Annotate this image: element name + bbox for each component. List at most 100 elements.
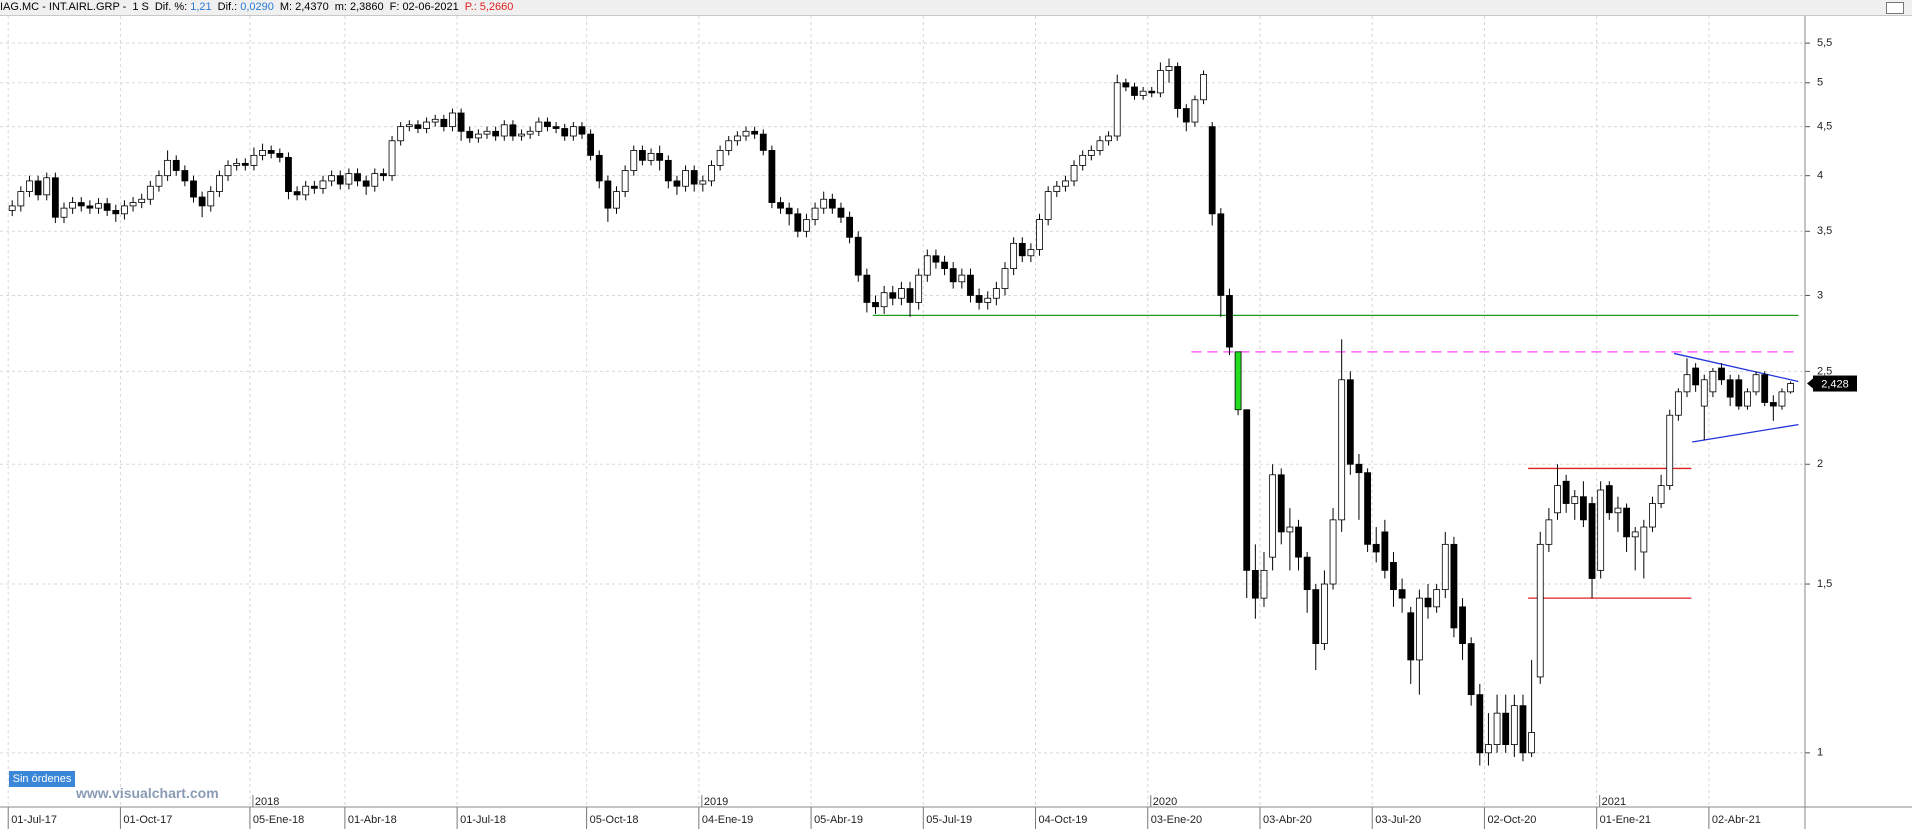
window-button[interactable] — [1886, 2, 1904, 14]
candle-body — [1510, 705, 1518, 745]
candle-body — [1174, 66, 1182, 109]
candle-body — [1062, 180, 1069, 187]
x-tick-label: 05-Ene-18 — [253, 814, 304, 826]
candle-body — [86, 205, 94, 209]
field-label: P.: — [464, 1, 477, 13]
candle-body — [733, 135, 741, 142]
candle-body — [820, 198, 828, 209]
orders-button[interactable]: Sin órdenes — [9, 771, 75, 787]
candle-body — [466, 130, 474, 139]
candle-body — [1372, 543, 1380, 553]
candle-body — [397, 126, 405, 142]
candle-body — [1053, 185, 1061, 192]
watermark: www.visualchart.com — [76, 785, 219, 801]
candle-body — [1528, 732, 1536, 754]
candle-body — [1018, 242, 1026, 257]
candle-body — [1467, 643, 1475, 696]
candle-body — [224, 165, 232, 177]
x-tick-label: 05-Oct-18 — [590, 814, 639, 826]
candle-body — [647, 152, 655, 161]
candle-body — [380, 173, 387, 177]
candle-body — [423, 121, 430, 129]
x-tick-label: 05-Jul-19 — [926, 814, 972, 826]
candle-body — [302, 185, 310, 196]
candle-body — [8, 205, 16, 211]
candle-body — [1087, 150, 1095, 156]
candle-body — [172, 159, 180, 171]
candle-body — [595, 154, 603, 182]
candle-body — [241, 162, 249, 166]
y-tick-label: 4 — [1817, 170, 1823, 182]
field-value: 02-06-2021 — [402, 1, 459, 13]
candle-body — [742, 130, 750, 137]
candle-body — [915, 274, 923, 303]
x-tick-label: 01-Oct-17 — [123, 814, 172, 826]
candle-body — [1649, 503, 1656, 528]
x-tick-label: 04-Ene-19 — [702, 814, 753, 826]
candle-body — [872, 302, 879, 308]
candle-body — [949, 268, 957, 283]
field-value: 1,21 — [190, 1, 212, 13]
candle-body — [492, 130, 500, 137]
candle-body — [682, 170, 689, 187]
candle-body — [526, 130, 534, 135]
candle-body — [1519, 705, 1527, 754]
candle-body — [1398, 589, 1406, 599]
candle-body — [155, 175, 163, 187]
candle-body — [1597, 489, 1605, 571]
candle-body — [1554, 485, 1561, 514]
candle-body — [1010, 242, 1018, 269]
candle-body — [414, 124, 422, 129]
candle-body — [1139, 90, 1147, 96]
x-tick-label: 03-Abr-20 — [1263, 814, 1312, 826]
candle-body — [17, 191, 25, 207]
y-tick-label: 3 — [1817, 289, 1823, 301]
candle-body — [1036, 219, 1043, 250]
candle-body — [1122, 82, 1130, 88]
candle-body — [699, 180, 707, 185]
x-tick-label: 03-Ene-20 — [1151, 814, 1202, 826]
candle-body — [95, 203, 102, 209]
candle-body — [233, 162, 241, 166]
candle-body — [1735, 379, 1743, 407]
candle-body — [544, 121, 551, 128]
candle-body — [1787, 383, 1794, 393]
candle-body — [388, 140, 396, 177]
candle-body — [1744, 391, 1751, 407]
year-label: 2019 — [704, 796, 728, 808]
candle-body — [60, 207, 68, 218]
period: 1 S — [132, 1, 149, 13]
candle-body — [552, 126, 560, 129]
candle-body — [440, 118, 448, 128]
candle-body — [1105, 135, 1112, 142]
x-tick-label: 01-Abr-18 — [348, 814, 397, 826]
symbol: IAG.MC - INT.AIRL.GRP - — [0, 1, 127, 13]
candle-body — [215, 175, 223, 192]
candle-body — [1148, 90, 1156, 94]
field-value: 0,0290 — [240, 1, 274, 13]
x-tick-label: 04-Oct-19 — [1039, 814, 1088, 826]
candle-body — [181, 170, 189, 182]
candle-body — [1200, 74, 1207, 101]
candle-body — [345, 173, 353, 185]
candle-body — [1156, 70, 1164, 94]
x-tick-label: 01-Ene-21 — [1600, 814, 1651, 826]
candle-body — [1683, 374, 1691, 393]
candle-body — [354, 173, 361, 182]
candle-body — [828, 198, 836, 209]
candle-body — [984, 297, 992, 303]
candle-body — [1251, 569, 1259, 599]
candle-body — [1485, 744, 1492, 754]
candle-body — [285, 156, 292, 192]
candle-body — [932, 255, 940, 263]
candle-body — [371, 173, 379, 187]
candle-body — [1346, 379, 1354, 465]
candle-body — [561, 128, 569, 137]
candle-body — [129, 202, 137, 207]
candle-body — [138, 198, 146, 203]
candle-body — [1752, 374, 1760, 393]
candle-body — [1536, 543, 1544, 678]
candle-body — [1226, 295, 1233, 348]
x-tick-label: 03-Jul-20 — [1375, 814, 1421, 826]
candle-body — [1562, 480, 1570, 504]
